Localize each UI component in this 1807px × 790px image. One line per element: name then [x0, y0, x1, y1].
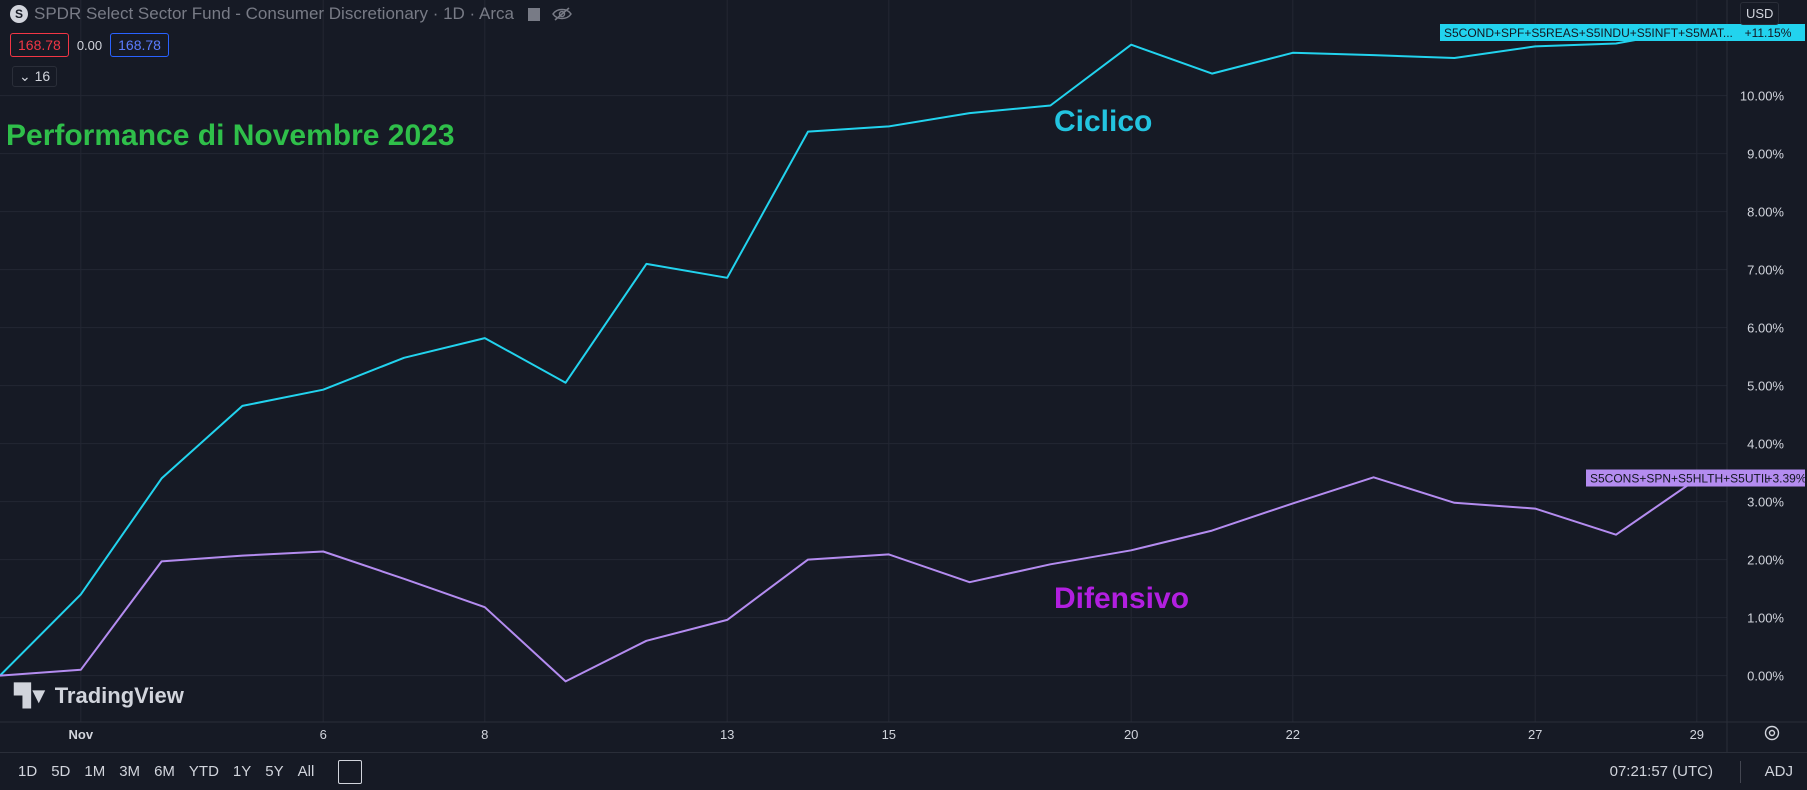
- series-line-cyclical[interactable]: [0, 28, 1697, 677]
- x-tick-label: 27: [1528, 727, 1542, 742]
- x-tick-label: 20: [1124, 727, 1138, 742]
- range-ytd[interactable]: YTD: [188, 763, 219, 780]
- symbol-title[interactable]: SPDR Select Sector Fund - Consumer Discr…: [34, 4, 514, 23]
- x-tick-label: 22: [1286, 727, 1300, 742]
- series-tags: S5COND+SPF+S5REAS+S5INDU+S5INFT+S5MAT...…: [1440, 24, 1807, 487]
- range-1y[interactable]: 1Y: [232, 763, 252, 780]
- x-tick-label: Nov: [69, 727, 94, 742]
- clock[interactable]: 07:21:57 (UTC): [1609, 763, 1713, 780]
- x-tick-label: 15: [882, 727, 896, 742]
- chevron-down-icon: ⌄: [19, 68, 31, 84]
- tradingview-wordmark: TradingView: [54, 683, 184, 708]
- series-name-tag: [1586, 469, 1768, 487]
- chart-title: Performance di Novembre 2023: [6, 119, 455, 152]
- series-value-label: +11.15%: [1745, 26, 1792, 40]
- series-name-label: S5CONS+SPN+S5HLTH+S5UTIL: [1590, 472, 1771, 486]
- series-name-label: S5COND+SPF+S5REAS+S5INDU+S5INFT+S5MAT...: [1444, 26, 1733, 40]
- series-value-tag: [1732, 24, 1805, 41]
- y-tick-label: 8.00%: [1747, 205, 1784, 220]
- toolbar-divider: [1740, 760, 1741, 783]
- range-all[interactable]: All: [297, 763, 315, 780]
- grid-lines: [0, 0, 1807, 752]
- y-tick-label: 2.00%: [1747, 553, 1784, 568]
- range-selector: 1D 5D 1M 3M 6M YTD 1Y 5Y All: [18, 763, 314, 780]
- y-axis[interactable]: 10.00% 9.00% 8.00% 7.00% 6.00% 5.00% 4.00% 3.00…: [1740, 89, 1785, 684]
- sell-price[interactable]: 168.78: [10, 33, 69, 57]
- eye-hidden-icon[interactable]: [552, 7, 572, 21]
- symbol-header: S SPDR Select Sector Fund - Consumer Dis…: [10, 4, 572, 24]
- y-tick-label: 1.00%: [1747, 611, 1784, 626]
- x-axis[interactable]: Nov 6 8 13 15 20 22 27 29: [69, 727, 1705, 742]
- indicator-count: 16: [34, 68, 51, 84]
- series-value-tag: [1768, 469, 1805, 487]
- y-tick-label: 0.00%: [1747, 669, 1784, 684]
- y-tick-label: 10.00%: [1740, 89, 1785, 104]
- x-tick-label: 13: [720, 727, 734, 742]
- buy-price[interactable]: 168.78: [110, 33, 169, 57]
- flag-icon[interactable]: [527, 7, 540, 21]
- series-name-tag: [1440, 24, 1732, 41]
- calendar-goto-icon[interactable]: [338, 759, 363, 784]
- range-5y[interactable]: 5Y: [265, 763, 284, 780]
- y-tick-label: 5.00%: [1747, 379, 1784, 394]
- tradingview-watermark: ▜▼ TradingView: [14, 683, 184, 709]
- settings-gear-icon[interactable]: [1763, 724, 1781, 742]
- series-value-label: +3.39%: [1765, 472, 1806, 486]
- cyclical-label: Ciclico: [1054, 105, 1152, 138]
- y-tick-label: 4.00%: [1747, 437, 1784, 452]
- spread-value: 0.00: [76, 37, 103, 53]
- range-6m[interactable]: 6M: [154, 763, 175, 780]
- adj-toggle[interactable]: ADJ: [1764, 763, 1793, 780]
- symbol-logo-icon[interactable]: S: [10, 5, 28, 23]
- range-1d[interactable]: 1D: [18, 763, 38, 780]
- y-tick-label: 9.00%: [1747, 147, 1784, 162]
- price-values: 168.78 0.00 168.78: [10, 33, 169, 57]
- bottom-toolbar: 1D 5D 1M 3M 6M YTD 1Y 5Y All 07:21:57 (UTC) ADJ: [0, 752, 1807, 790]
- range-3m[interactable]: 3M: [119, 763, 141, 780]
- y-tick-label: 3.00%: [1747, 495, 1784, 510]
- series-line-defensive[interactable]: [0, 476, 1698, 683]
- x-tick-label: 8: [481, 727, 488, 742]
- x-tick-label: 6: [320, 727, 327, 742]
- x-tick-label: 29: [1690, 727, 1704, 742]
- indicators-collapse-button[interactable]: ⌄ 16: [12, 66, 58, 87]
- range-1m[interactable]: 1M: [84, 763, 106, 780]
- range-5d[interactable]: 5D: [51, 763, 71, 780]
- y-tick-label: 7.00%: [1747, 263, 1784, 278]
- series-group: [0, 28, 1698, 683]
- tradingview-logo-icon: ▜▼: [14, 683, 50, 708]
- defensive-label: Difensivo: [1054, 582, 1189, 615]
- currency-selector[interactable]: USD: [1740, 2, 1780, 25]
- y-tick-label: 6.00%: [1747, 321, 1784, 336]
